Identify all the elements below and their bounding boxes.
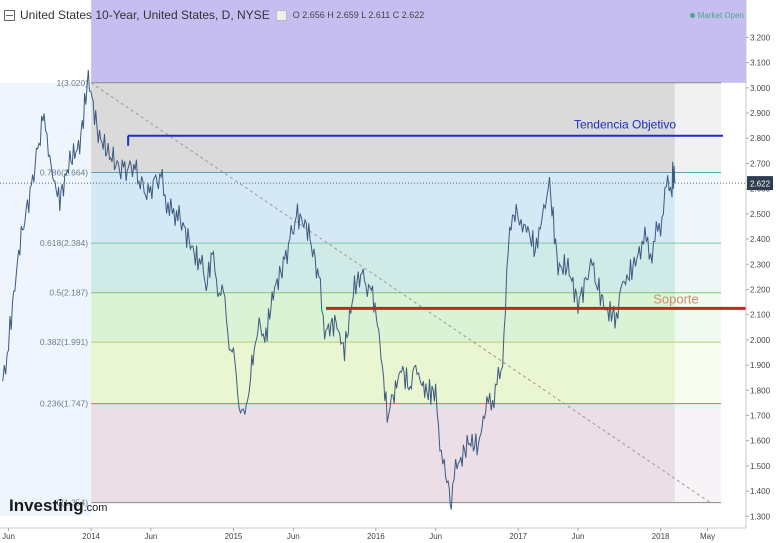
- y-tick-label: 2.500: [750, 210, 771, 219]
- price-line: [2, 69, 676, 510]
- fib-band-extension: [674, 82, 721, 173]
- y-tick-label: 2.200: [750, 285, 771, 294]
- fib-level-label: 1(3.020): [56, 78, 88, 88]
- collapse-icon[interactable]: [4, 9, 15, 21]
- x-tick-label: Jun: [572, 532, 585, 541]
- fib-level-label: 0.786(2.664): [40, 168, 88, 178]
- logo-suffix: .com: [83, 502, 108, 514]
- fib-band-extension: [674, 403, 721, 503]
- fib-level-label: 0.5(2.187): [49, 288, 88, 298]
- x-tick-label: 2015: [225, 532, 243, 541]
- y-tick-label: 2.900: [750, 109, 771, 118]
- fibonacci-bands: [0, 0, 746, 517]
- fib-level-label: 0.618(2.384): [40, 238, 88, 248]
- y-tick-label: 1.900: [750, 361, 771, 370]
- fib-band-extension: [674, 172, 721, 244]
- y-tick-label: 3.000: [750, 84, 771, 93]
- y-tick-label: 1.500: [750, 462, 771, 471]
- x-tick-label: Jun: [2, 532, 15, 541]
- fib-level-label: 0(1.354): [56, 498, 88, 508]
- annotations: Tendencia Objetivo Soporte: [127, 118, 746, 310]
- settings-square-icon[interactable]: [275, 9, 287, 21]
- left-pre-region: [0, 82, 92, 517]
- fib-band: [91, 243, 675, 293]
- support-label: Soporte: [653, 291, 699, 306]
- diagonal-line: [90, 82, 711, 504]
- current-price-label: 2.622: [750, 180, 771, 189]
- y-tick-label: 1.600: [750, 437, 771, 446]
- y-tick-label: 2.300: [750, 260, 771, 269]
- market-status-label: Market Open: [697, 11, 744, 20]
- diagonal-dashed-line: [90, 82, 711, 504]
- x-tick-label: 2014: [82, 532, 100, 541]
- y-axis-bg: [747, 0, 776, 543]
- fib-level-label: 0.382(1.991): [40, 337, 88, 347]
- logo-name: Investing: [9, 496, 84, 515]
- y-tick-label: 2.400: [750, 235, 771, 244]
- fib-band-extension: [674, 342, 721, 404]
- price-series: [0, 69, 746, 510]
- fib-band: [91, 403, 675, 503]
- x-tick-label: Jun: [429, 532, 442, 541]
- y-tick-label: 3.200: [750, 33, 771, 42]
- symbol-title: United States 10-Year, United States, D,…: [20, 8, 270, 22]
- fib-band: [91, 82, 675, 173]
- ohlc-values: O 2.656 H 2.659 L 2.611 C 2.622: [292, 10, 425, 20]
- y-tick-label: 1.700: [750, 411, 771, 420]
- x-tick-label: May: [700, 532, 715, 541]
- y-tick-label: 2.700: [750, 159, 771, 168]
- fib-band-top: [91, 0, 746, 83]
- trend-label: Tendencia Objetivo: [574, 118, 676, 132]
- x-tick-label: 2018: [652, 532, 670, 541]
- x-tick-label: 2017: [509, 532, 527, 541]
- status-dot-icon: [689, 13, 695, 18]
- current-price-tag: [747, 176, 773, 191]
- fibonacci-lines: 1(3.020) 0.786(2.664) 0.618(2.384) 0.5(2.18…: [40, 78, 721, 508]
- x-tick-label: Jun: [144, 532, 157, 541]
- y-tick-label: 2.000: [750, 336, 771, 345]
- y-tick-label: 1.300: [750, 512, 771, 521]
- y-tick-label: 2.800: [750, 134, 771, 143]
- y-tick-label: 3.100: [750, 59, 771, 68]
- fib-level-label: 0.236(1.747): [40, 399, 88, 409]
- x-tick-label: 2016: [367, 532, 385, 541]
- y-tick-label: 2.100: [750, 311, 771, 320]
- fib-band: [91, 292, 675, 343]
- investing-logo: Investing.com: [9, 496, 107, 516]
- chart-header: United States 10-Year, United States, D,…: [4, 8, 424, 22]
- fib-band-extension: [674, 292, 721, 343]
- y-tick-label: 1.800: [750, 386, 771, 395]
- y-tick-label: 1.400: [750, 487, 771, 496]
- market-status: Market Open: [689, 11, 744, 20]
- fib-band-extension: [674, 243, 721, 293]
- x-tick-label: Jun: [287, 532, 300, 541]
